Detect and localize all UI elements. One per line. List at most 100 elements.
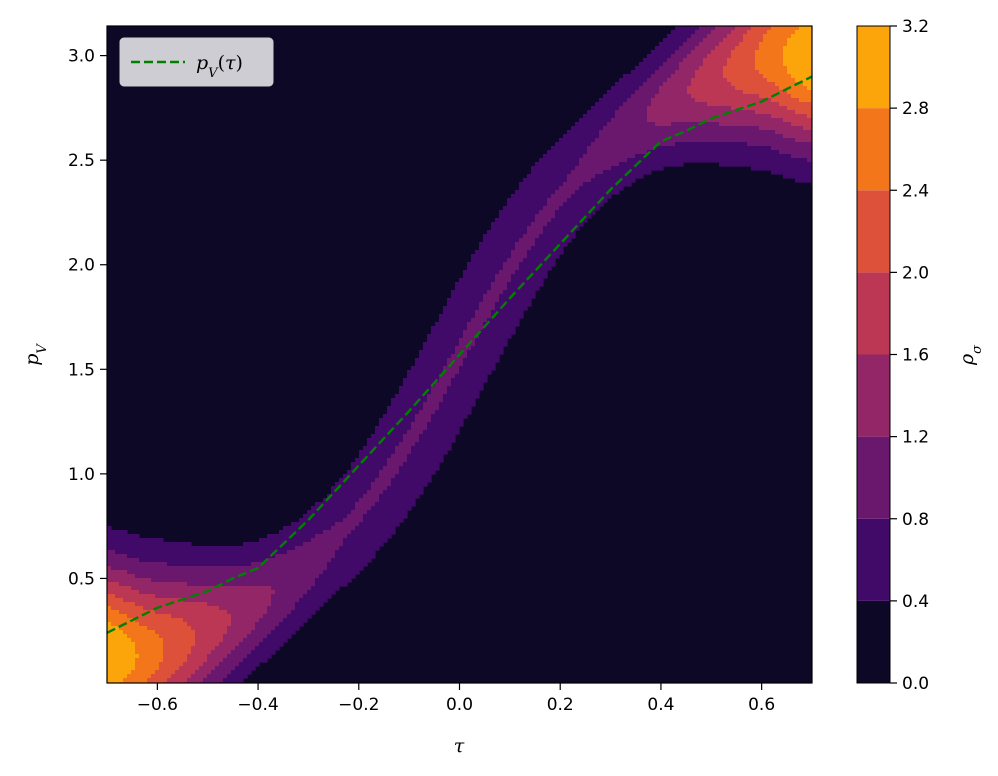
contour-cell [663,90,668,95]
contour-cell [519,214,524,219]
contour-cell [503,266,508,271]
contour-cell [415,430,420,435]
contour-cell [703,110,708,115]
contour-cell [275,586,280,591]
contour-cell [143,622,148,627]
contour-cell [683,138,688,143]
contour-cell [115,554,120,559]
contour-cell [147,602,152,607]
contour-cell [311,598,316,603]
contour-cell [227,634,232,639]
contour-cell [659,50,664,55]
contour-cell [143,566,148,571]
contour-cell [391,470,396,475]
contour-cell [455,430,460,435]
contour-cell [423,382,428,387]
contour-cell [455,306,460,311]
contour-cell [683,30,688,35]
contour-cell [671,90,676,95]
contour-cell [463,378,468,383]
contour-cell [375,530,380,535]
contour-cell [323,546,328,551]
contour-cell [231,574,236,579]
contour-cell [435,362,440,367]
contour-cell [443,354,448,359]
contour-cell [159,542,164,547]
contour-cell [147,662,152,667]
contour-cell [419,434,424,439]
contour-cell [471,310,476,315]
contour-cell [175,642,180,647]
contour-cell [119,550,124,555]
contour-cell [175,618,180,623]
contour-cell [283,634,288,639]
contour-cell [167,658,172,663]
contour-cell [227,562,232,567]
contour-cell [511,226,516,231]
contour-cell [235,678,240,683]
contour-cell [151,578,156,583]
contour-cell [563,202,568,207]
contour-cell [251,650,256,655]
contour-cell [451,434,456,439]
contour-cell [591,134,596,139]
contour-cell [503,286,508,291]
contour-cell [583,166,588,171]
contour-cell [291,546,296,551]
contour-cell [315,594,320,599]
contour-cell [463,394,468,399]
contour-cell [139,582,144,587]
contour-cell [187,650,192,655]
contour-cell [471,302,476,307]
contour-cell [343,534,348,539]
contour-cell [667,38,672,43]
contour-cell [275,602,280,607]
contour-cell [475,390,480,395]
contour-cell [175,634,180,639]
contour-cell [555,154,560,159]
contour-cell [623,114,628,119]
contour-cell [531,282,536,287]
contour-cell [455,370,460,375]
contour-cell [471,270,476,275]
contour-cell [655,126,660,131]
contour-cell [283,534,288,539]
contour-cell [463,334,468,339]
contour-cell [235,618,240,623]
contour-cell [419,398,424,403]
contour-cell [563,166,568,171]
contour-cell [307,526,312,531]
contour-cell [395,482,400,487]
contour-cell [139,562,144,567]
contour-cell [323,534,328,539]
contour-cell [175,638,180,643]
contour-cell [295,554,300,559]
contour-cell [219,574,224,579]
contour-cell [271,614,276,619]
contour-cell [703,46,708,51]
contour-cell [383,414,388,419]
contour-cell [635,94,640,99]
contour-cell [119,542,124,547]
contour-cell [251,582,256,587]
contour-cell [307,614,312,619]
contour-cell [439,414,444,419]
contour-cell [695,30,700,35]
contour-cell [559,174,564,179]
contour-cell [463,274,468,279]
contour-cell [419,370,424,375]
contour-cell [351,502,356,507]
contour-cell [451,414,456,419]
contour-cell [387,502,392,507]
contour-cell [283,630,288,635]
contour-cell [495,350,500,355]
contour-cell [143,670,148,675]
contour-cell [667,142,672,147]
contour-cell [183,614,188,619]
contour-cell [107,562,112,567]
contour-cell [147,566,152,571]
contour-cell [451,378,456,383]
contour-cell [559,210,564,215]
contour-cell [579,174,584,179]
contour-cell [299,574,304,579]
